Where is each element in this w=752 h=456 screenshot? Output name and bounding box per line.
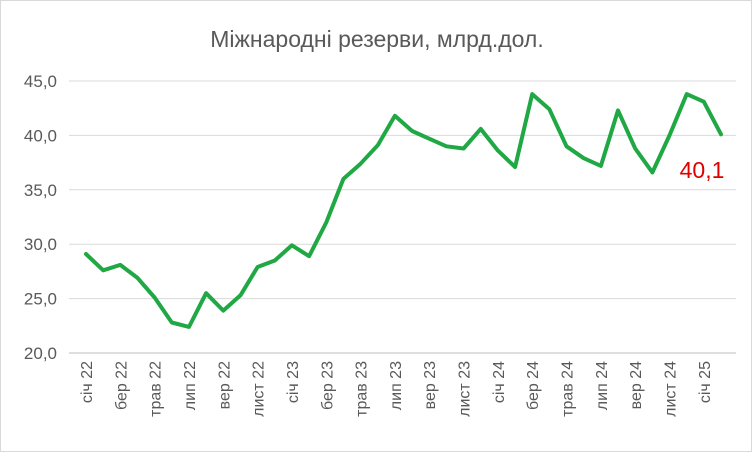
y-tick-label: 35,0	[24, 181, 57, 200]
y-axis-ticks: 20,0 25,0 30,0 35,0 40,0 45,0	[24, 72, 57, 363]
x-tick-label: вер 24	[628, 361, 645, 409]
series-line	[86, 94, 721, 327]
last-value-label: 40,1	[680, 157, 725, 183]
x-tick-label: бер 22	[113, 361, 130, 410]
gridlines	[69, 81, 736, 299]
x-tick-label: трав 22	[148, 361, 165, 417]
x-tick-label: лип 22	[182, 361, 199, 410]
series-layer	[86, 94, 721, 327]
y-tick-label: 40,0	[24, 126, 57, 145]
x-tick-label: вер 23	[422, 361, 439, 409]
x-tick-label: січ 23	[285, 361, 302, 403]
chart-title: Міжнародні резерви, млрд.дол.	[210, 26, 543, 52]
x-tick-label: лип 24	[594, 361, 611, 410]
x-tick-label: лист 24	[663, 361, 680, 417]
x-tick-label: січ 24	[491, 361, 508, 403]
x-tick-label: лист 22	[251, 361, 268, 417]
x-tick-label: січ 25	[697, 361, 714, 403]
y-tick-label: 45,0	[24, 72, 57, 91]
y-tick-label: 25,0	[24, 290, 57, 309]
x-tick-label: трав 24	[560, 361, 577, 417]
x-tick-label: бер 24	[525, 361, 542, 410]
x-tick-label: лист 23	[457, 361, 474, 417]
x-tick-label: лип 23	[388, 361, 405, 410]
x-tick-label: вер 22	[216, 361, 233, 409]
x-tick-label: трав 23	[354, 361, 371, 417]
y-tick-label: 30,0	[24, 235, 57, 254]
x-tick-label: бер 23	[319, 361, 336, 410]
y-tick-label: 20,0	[24, 344, 57, 363]
x-axis-ticks: січ 22 бер 22 трав 22 лип 22 вер 22 лист 22 сі…	[79, 361, 714, 417]
x-tick-label: січ 22	[79, 361, 96, 403]
